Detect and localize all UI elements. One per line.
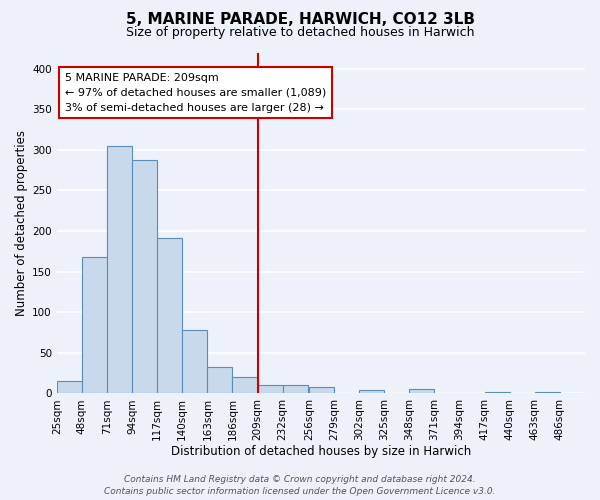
X-axis label: Distribution of detached houses by size in Harwich: Distribution of detached houses by size … xyxy=(171,444,471,458)
Bar xyxy=(57,381,82,394)
Bar xyxy=(359,390,384,394)
Bar xyxy=(132,160,157,394)
Bar xyxy=(82,257,107,394)
Text: 5 MARINE PARADE: 209sqm
← 97% of detached houses are smaller (1,089)
3% of semi-: 5 MARINE PARADE: 209sqm ← 97% of detache… xyxy=(65,73,326,112)
Bar xyxy=(309,387,334,394)
Bar xyxy=(232,377,257,394)
Bar xyxy=(208,368,232,394)
Bar xyxy=(283,385,308,394)
Text: Contains HM Land Registry data © Crown copyright and database right 2024.
Contai: Contains HM Land Registry data © Crown c… xyxy=(104,474,496,496)
Y-axis label: Number of detached properties: Number of detached properties xyxy=(15,130,28,316)
Bar xyxy=(182,330,208,394)
Bar xyxy=(485,392,509,394)
Bar xyxy=(409,390,434,394)
Bar xyxy=(107,146,132,394)
Bar xyxy=(535,392,560,394)
Bar xyxy=(157,238,182,394)
Text: 5, MARINE PARADE, HARWICH, CO12 3LB: 5, MARINE PARADE, HARWICH, CO12 3LB xyxy=(125,12,475,28)
Text: Size of property relative to detached houses in Harwich: Size of property relative to detached ho… xyxy=(126,26,474,39)
Bar xyxy=(257,385,283,394)
